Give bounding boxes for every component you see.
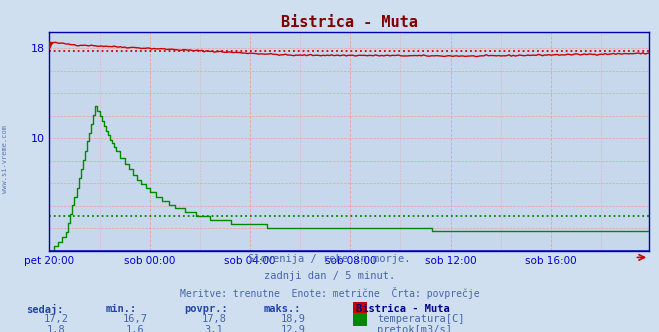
- Text: Slovenija / reke in morje.: Slovenija / reke in morje.: [248, 254, 411, 264]
- Text: 12,9: 12,9: [281, 325, 306, 332]
- Text: sedaj:: sedaj:: [26, 304, 64, 315]
- Text: 1,6: 1,6: [126, 325, 144, 332]
- Text: povpr.:: povpr.:: [185, 304, 228, 314]
- Text: pretok[m3/s]: pretok[m3/s]: [377, 325, 452, 332]
- Text: Bistrica - Muta: Bistrica - Muta: [356, 304, 449, 314]
- Text: Meritve: trenutne  Enote: metrične  Črta: povprečje: Meritve: trenutne Enote: metrične Črta: …: [180, 287, 479, 299]
- Text: 1,8: 1,8: [47, 325, 65, 332]
- Text: 3,1: 3,1: [205, 325, 223, 332]
- Text: temperatura[C]: temperatura[C]: [377, 314, 465, 324]
- Text: 17,2: 17,2: [43, 314, 69, 324]
- Title: Bistrica - Muta: Bistrica - Muta: [281, 15, 418, 30]
- Text: 17,8: 17,8: [202, 314, 227, 324]
- Text: zadnji dan / 5 minut.: zadnji dan / 5 minut.: [264, 271, 395, 281]
- Text: maks.:: maks.:: [264, 304, 301, 314]
- Text: 18,9: 18,9: [281, 314, 306, 324]
- Text: www.si-vreme.com: www.si-vreme.com: [2, 125, 9, 193]
- Text: 16,7: 16,7: [123, 314, 148, 324]
- Text: min.:: min.:: [105, 304, 136, 314]
